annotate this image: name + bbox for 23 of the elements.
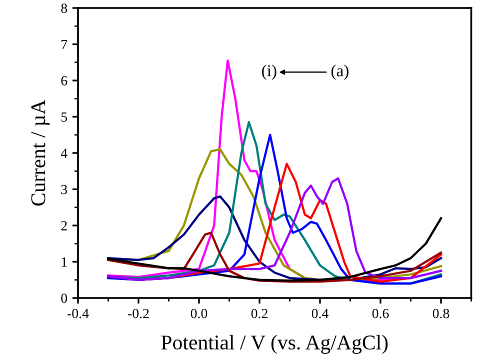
x-tick-label: -0.4 xyxy=(68,308,89,318)
line-series xyxy=(107,217,442,282)
x-tick-label: 0.0 xyxy=(190,308,208,318)
y-tick-label: 4 xyxy=(60,148,68,158)
y-tick-label: 3 xyxy=(61,184,68,194)
annotation: (a) xyxy=(331,64,348,80)
y-tick-label: 2 xyxy=(61,221,67,230)
x-axis-title: Potential / V (vs. Ag/AgCl) xyxy=(161,334,388,354)
y-tick-label: 8 xyxy=(61,4,68,13)
x-tick-label: 0.6 xyxy=(372,308,389,318)
x-tick-label: 0.4 xyxy=(312,308,328,318)
line-series xyxy=(107,195,442,281)
x-tick-label: 0.8 xyxy=(432,308,450,318)
y-tick-label: 5 xyxy=(61,112,68,122)
x-tick-label: 0.2 xyxy=(251,308,268,318)
y-tick-label: 1 xyxy=(62,257,67,267)
y-tick-label: 0 xyxy=(61,294,68,303)
y-tick-label: 6 xyxy=(61,76,68,86)
x-tick-label: -0.2 xyxy=(128,308,149,318)
line-series xyxy=(107,232,442,283)
annotation: (i) xyxy=(262,64,276,80)
y-tick-label: 7 xyxy=(62,40,68,50)
y-axis-title: Current / µA xyxy=(31,100,50,206)
